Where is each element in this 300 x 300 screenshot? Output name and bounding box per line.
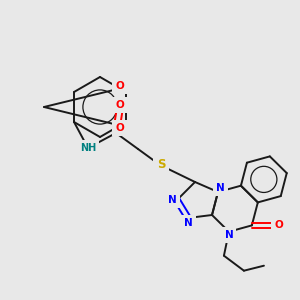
Text: N: N	[184, 218, 192, 228]
Text: O: O	[274, 220, 283, 230]
Text: S: S	[157, 158, 165, 172]
Text: N: N	[216, 183, 224, 193]
Text: O: O	[116, 123, 124, 133]
Text: NH: NH	[80, 143, 96, 153]
Text: N: N	[168, 195, 176, 205]
Text: O: O	[116, 81, 124, 91]
Text: N: N	[224, 230, 233, 240]
Text: O: O	[116, 100, 124, 110]
